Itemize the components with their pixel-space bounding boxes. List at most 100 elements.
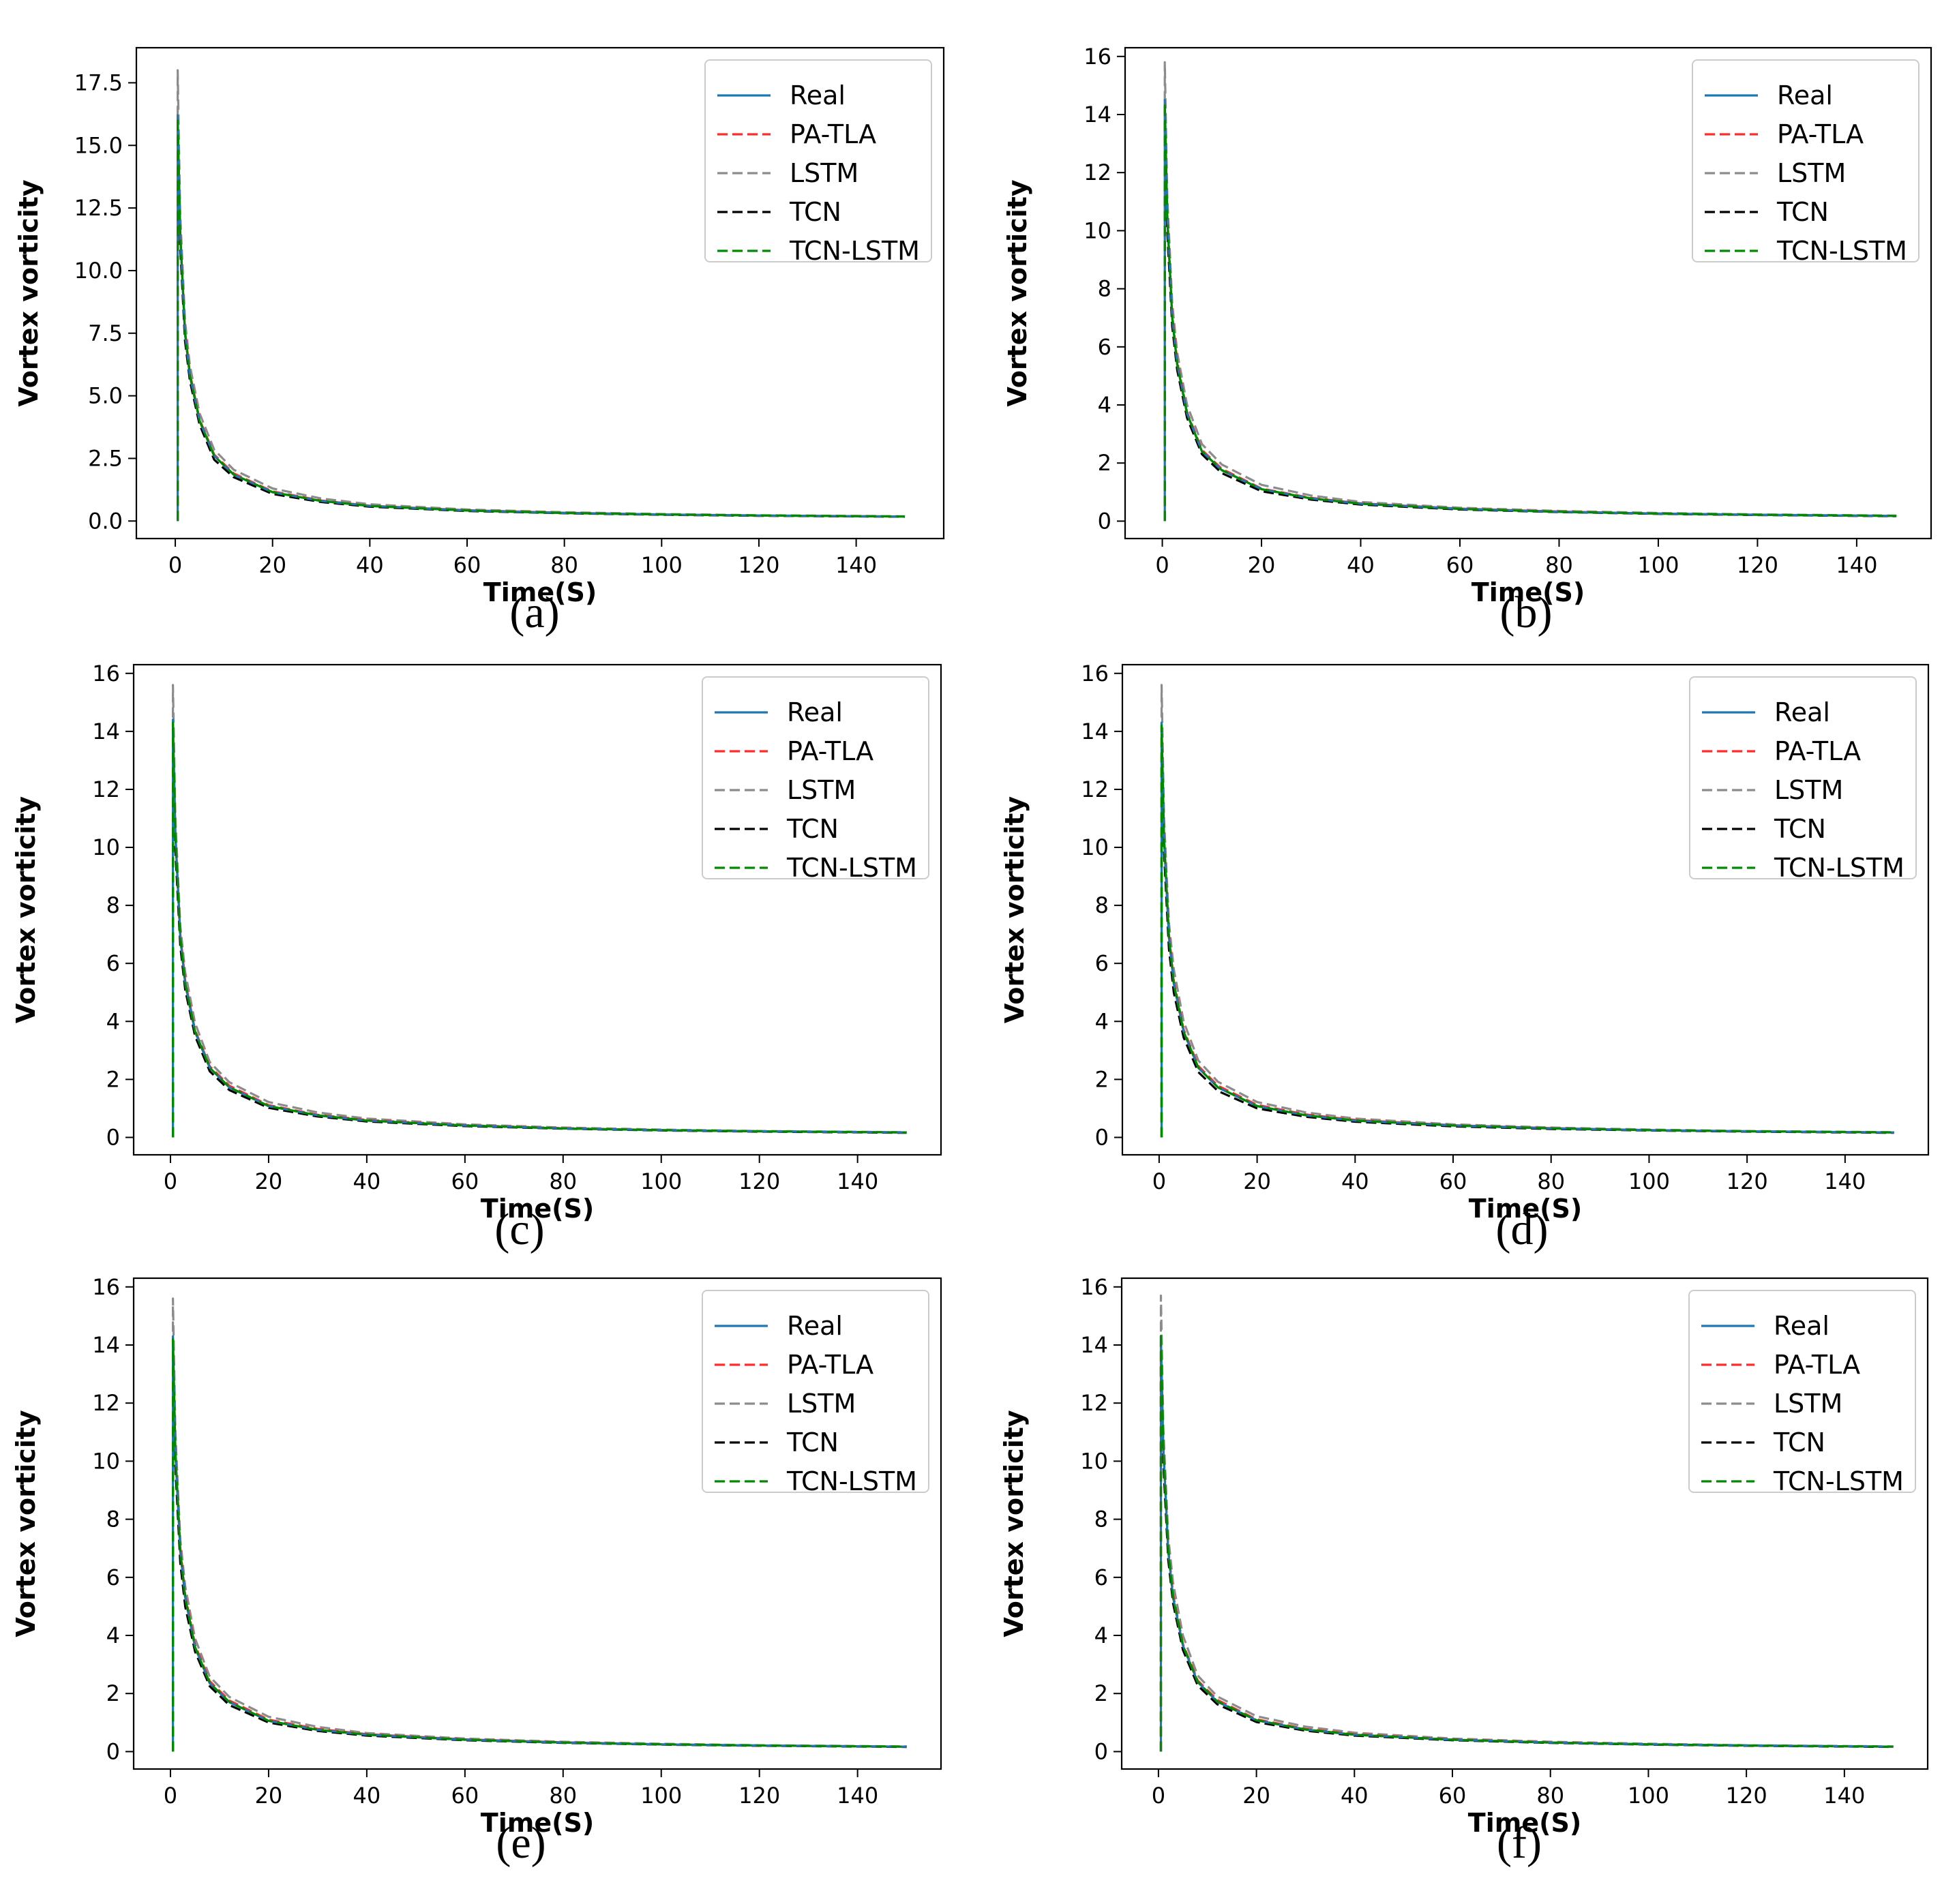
legend-label: LSTM xyxy=(787,1389,856,1419)
x-tick-label: 40 xyxy=(356,552,384,578)
legend-label: LSTM xyxy=(1774,1389,1842,1419)
legend: Real PA-TLA LSTM TCN TCN-LSTM xyxy=(1692,59,1919,266)
x-tick-label: 120 xyxy=(738,552,779,578)
legend: Real PA-TLA LSTM TCN TCN-LSTM xyxy=(702,1290,929,1496)
chart-panel-3: 0 20 40 60 80 100 120 140 0 2 4 6 8 10 12 14 16 Time(S) Vo… xyxy=(1000,661,1930,1254)
legend-box xyxy=(702,1290,929,1493)
y-tick-label: 2 xyxy=(1094,1680,1108,1706)
y-tick-label: 8 xyxy=(1095,892,1109,918)
x-tick-label: 100 xyxy=(640,1168,682,1194)
plot-frame xyxy=(1121,663,1930,1156)
panel-caption: (a) xyxy=(509,588,559,637)
x-tick-label: 140 xyxy=(1836,552,1877,578)
legend-label: TCN-LSTM xyxy=(1776,236,1907,266)
x-tick-label: 0 xyxy=(164,1168,177,1194)
x-axis-label: Time(S) xyxy=(1468,1808,1581,1838)
x-tick-label: 80 xyxy=(549,1168,577,1194)
x-tick-label: 40 xyxy=(1341,1783,1369,1809)
legend-label: TCN xyxy=(786,1427,839,1457)
x-tick-label: 120 xyxy=(1737,552,1778,578)
legend-box xyxy=(1688,1290,1916,1493)
y-tick-label: 12 xyxy=(92,1390,120,1416)
legend: Real PA-TLA LSTM TCN TCN-LSTM xyxy=(704,59,932,266)
plot-frame xyxy=(132,1277,942,1770)
series-line-tcn-lstm xyxy=(172,721,907,1138)
legend: Real PA-TLA LSTM TCN TCN-LSTM xyxy=(1689,676,1917,883)
legend-label: TCN-LSTM xyxy=(1773,1466,1904,1496)
legend-box xyxy=(702,676,929,879)
y-tick-label: 8 xyxy=(106,1507,120,1532)
series-group xyxy=(177,69,905,522)
y-tick-label: 12 xyxy=(1084,160,1111,185)
x-tick-label: 60 xyxy=(451,1783,479,1809)
y-axis-label: Vortex vorticity xyxy=(11,1410,41,1637)
x-tick-label: 80 xyxy=(1536,1783,1564,1809)
x-tick-label: 0 xyxy=(1152,1168,1166,1194)
y-tick-label: 4 xyxy=(106,1622,120,1648)
legend-label: TCN xyxy=(1774,814,1826,844)
x-axis-label: Time(S) xyxy=(1469,1194,1582,1224)
legend: Real PA-TLA LSTM TCN TCN-LSTM xyxy=(1688,1290,1916,1496)
y-tick-label: 16 xyxy=(1084,44,1111,70)
x-tick-label: 140 xyxy=(1823,1783,1865,1809)
x-tick-label: 40 xyxy=(353,1168,381,1194)
legend-label: Real xyxy=(1774,1311,1829,1341)
legend-label: LSTM xyxy=(1774,775,1843,805)
panel-caption: (d) xyxy=(1496,1205,1549,1254)
series-line-pa-tla xyxy=(172,1341,907,1752)
y-tick-label: 10 xyxy=(92,834,120,860)
y-tick-label: 10 xyxy=(92,1448,120,1474)
panel-caption: (c) xyxy=(494,1205,544,1254)
chart-panel-0: 0 20 40 60 80 100 120 140 0.0 2.5 5.0 7.5 10.0 12.5 15… xyxy=(14,46,945,637)
x-tick-label: 100 xyxy=(640,1783,682,1809)
x-tick-label: 140 xyxy=(1824,1168,1866,1194)
legend-box xyxy=(704,59,932,262)
y-tick-label: 6 xyxy=(106,950,120,976)
chart-panel-4: 0 20 40 60 80 100 120 140 0 2 4 6 8 10 12 14 16 Time(S) Vo… xyxy=(11,1274,942,1868)
y-tick-label: 14 xyxy=(1084,102,1111,127)
legend-label: Real xyxy=(1777,80,1833,110)
legend-label: Real xyxy=(790,80,846,110)
y-tick-label: 10 xyxy=(1084,217,1111,243)
y-tick-label: 10.0 xyxy=(74,258,123,284)
x-tick-label: 60 xyxy=(451,1168,479,1194)
plot-frame xyxy=(135,46,945,540)
y-tick-label: 15.0 xyxy=(74,132,123,158)
y-tick-label: 2 xyxy=(1095,1066,1109,1092)
y-tick-label: 0 xyxy=(106,1124,120,1150)
legend-label: TCN xyxy=(786,814,839,844)
y-tick-label: 14 xyxy=(92,719,120,744)
panel-caption: (e) xyxy=(496,1818,546,1868)
x-tick-label: 120 xyxy=(738,1168,780,1194)
chart-panel-2: 0 20 40 60 80 100 120 140 0 2 4 6 8 10 12 14 16 Time(S) Vo… xyxy=(11,661,942,1254)
y-tick-label: 4 xyxy=(1094,1622,1108,1648)
x-tick-label: 140 xyxy=(837,1168,878,1194)
y-tick-label: 16 xyxy=(92,661,120,686)
x-axis-label: Time(S) xyxy=(483,577,597,607)
legend: Real PA-TLA LSTM TCN TCN-LSTM xyxy=(702,676,929,883)
y-tick-label: 10 xyxy=(1080,1448,1108,1474)
x-tick-label: 100 xyxy=(1637,552,1679,578)
legend-label: LSTM xyxy=(787,775,856,805)
series-line-tcn-lstm xyxy=(177,117,905,522)
legend-box xyxy=(1692,59,1919,262)
y-tick-label: 5.0 xyxy=(88,383,123,409)
x-tick-label: 60 xyxy=(1446,552,1474,578)
legend-label: PA-TLA xyxy=(1774,736,1861,766)
x-tick-label: 0 xyxy=(164,1783,177,1809)
legend-label: LSTM xyxy=(790,158,858,188)
chart-panel-1: 0 20 40 60 80 100 120 140 0 2 4 6 8 10 12 14 16 Time(S) Vo… xyxy=(1002,44,1932,637)
y-tick-label: 6 xyxy=(106,1565,120,1590)
series-line-tcn-lstm xyxy=(1163,102,1897,522)
y-tick-label: 16 xyxy=(92,1274,120,1300)
series-line-tcn-lstm xyxy=(1160,724,1894,1138)
y-tick-label: 14 xyxy=(92,1332,120,1358)
y-tick-label: 4 xyxy=(106,1008,120,1034)
x-tick-label: 20 xyxy=(1248,552,1276,578)
legend-label: TCN-LSTM xyxy=(1774,853,1904,883)
x-axis-label: Time(S) xyxy=(481,1808,594,1838)
x-tick-label: 60 xyxy=(453,552,481,578)
x-tick-label: 100 xyxy=(641,552,683,578)
